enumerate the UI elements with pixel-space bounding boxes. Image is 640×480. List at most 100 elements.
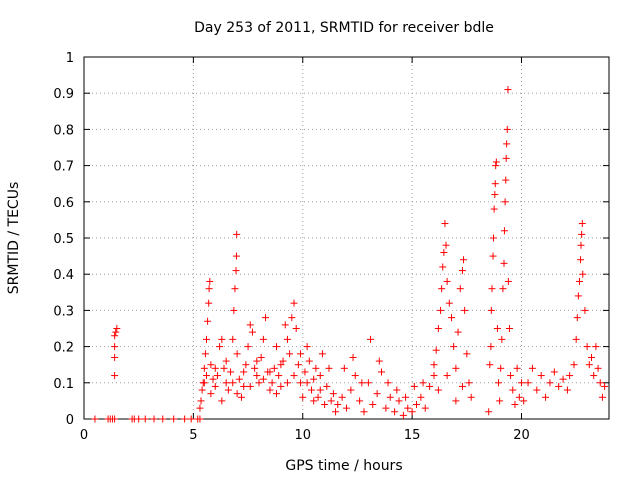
data-point <box>283 335 291 343</box>
data-point <box>515 393 523 401</box>
data-point <box>325 364 333 372</box>
x-tick-label: 0 <box>80 428 88 443</box>
data-point <box>170 415 178 423</box>
data-point <box>443 277 451 285</box>
data-point <box>312 364 320 372</box>
data-point <box>314 393 322 401</box>
data-point <box>502 154 510 162</box>
data-point <box>209 375 217 383</box>
y-tick-label: 0.9 <box>53 87 74 102</box>
data-point <box>448 314 455 322</box>
data-point <box>434 325 442 332</box>
data-point <box>578 230 586 238</box>
data-point <box>509 386 517 394</box>
data-point <box>432 346 440 354</box>
data-point <box>303 343 311 351</box>
data-point <box>268 379 276 387</box>
data-point <box>213 372 221 380</box>
data-point <box>500 227 508 235</box>
data-point <box>430 372 438 380</box>
data-point <box>196 404 204 412</box>
data-point <box>594 364 602 372</box>
data-point <box>585 361 593 369</box>
data-point <box>277 361 285 369</box>
data-point <box>502 176 510 184</box>
data-point <box>111 372 119 380</box>
data-point <box>343 404 350 412</box>
data-point <box>159 415 167 423</box>
data-point <box>542 393 550 401</box>
data-point <box>505 325 513 332</box>
data-point <box>426 382 434 390</box>
x-tick-label: 20 <box>513 428 530 443</box>
data-point <box>305 357 313 365</box>
data-point <box>259 335 267 343</box>
chart-title: Day 253 of 2011, SRMTID for receiver bdl… <box>194 20 494 36</box>
data-point <box>491 180 499 188</box>
data-point <box>417 393 425 401</box>
data-point <box>281 321 289 329</box>
data-point <box>310 375 318 383</box>
y-axis-label: SRMTID / TECUs <box>6 182 22 295</box>
data-point <box>598 393 606 401</box>
data-point <box>503 125 511 133</box>
data-point <box>218 335 226 343</box>
data-point <box>577 241 585 249</box>
data-point <box>259 375 267 383</box>
data-point <box>378 368 385 376</box>
data-point <box>410 382 418 390</box>
data-point <box>211 382 219 390</box>
data-point <box>513 364 521 372</box>
data-point <box>351 372 359 380</box>
data-point <box>452 364 460 372</box>
data-point <box>230 306 238 314</box>
data-point <box>498 335 506 343</box>
data-point <box>491 191 499 199</box>
data-point <box>575 277 583 285</box>
data-point <box>555 382 563 390</box>
data-point <box>590 372 598 380</box>
data-point <box>465 379 473 387</box>
x-tick-label: 5 <box>189 428 197 443</box>
data-point <box>460 256 468 264</box>
data-point <box>244 343 252 351</box>
data-point <box>467 393 475 401</box>
data-point <box>384 379 392 387</box>
data-point <box>419 379 427 387</box>
data-point <box>262 314 270 322</box>
data-point <box>290 372 298 380</box>
data-point <box>382 404 390 412</box>
y-tick-label: 0.5 <box>53 232 74 247</box>
data-point <box>487 306 495 314</box>
data-point <box>299 393 307 401</box>
data-point <box>111 332 119 340</box>
y-tick-label: 0.8 <box>53 123 74 138</box>
data-point <box>240 368 248 376</box>
data-point <box>196 415 204 423</box>
data-point <box>546 379 554 387</box>
data-point <box>579 270 587 278</box>
data-point <box>111 353 119 361</box>
data-point <box>206 277 214 285</box>
data-point <box>150 415 158 423</box>
data-point <box>181 415 189 423</box>
data-point <box>222 357 230 365</box>
data-point <box>248 328 256 336</box>
data-point <box>570 361 578 369</box>
data-point <box>490 234 497 242</box>
data-point <box>375 357 383 365</box>
data-point <box>443 372 451 380</box>
data-point <box>240 382 248 390</box>
data-point <box>338 393 346 401</box>
data-point <box>297 379 305 387</box>
data-point <box>205 299 213 307</box>
data-point <box>501 198 509 206</box>
data-point <box>273 343 280 351</box>
data-point <box>367 335 375 343</box>
data-point <box>232 267 240 275</box>
data-point <box>578 220 586 228</box>
data-point <box>373 390 381 398</box>
data-point <box>222 379 230 387</box>
data-point <box>303 379 311 387</box>
data-point <box>559 375 567 383</box>
